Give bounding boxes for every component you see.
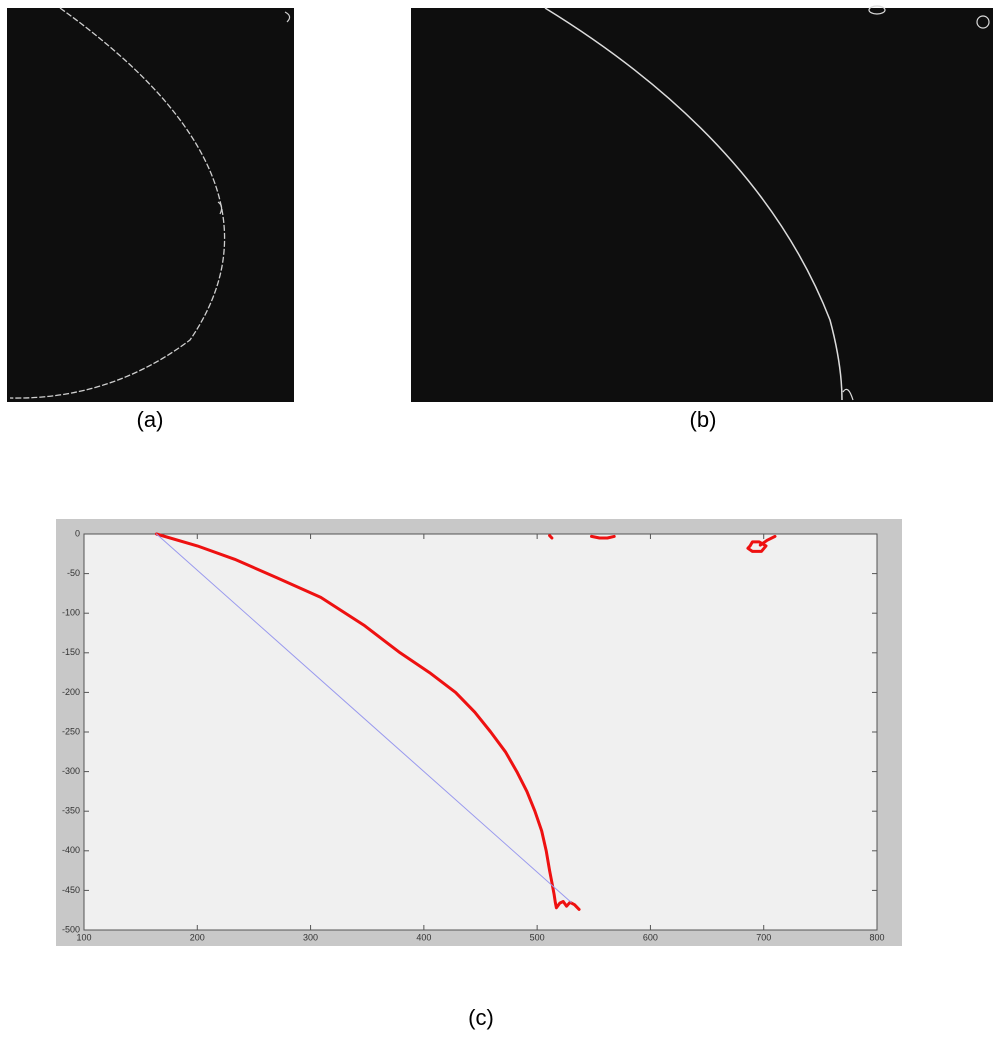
x-tick-label: 200 <box>190 932 205 942</box>
caption: (c) <box>468 1005 494 1030</box>
page: {"captions": ["(a)", "(b)", "(c)"], "cha… <box>0 0 993 1039</box>
y-tick-label: -500 <box>62 924 80 934</box>
y-tick-label: -400 <box>62 845 80 855</box>
x-tick-label: 800 <box>869 932 884 942</box>
plot-area <box>84 534 877 930</box>
y-tick-label: -300 <box>62 766 80 776</box>
edge-image-b <box>411 8 993 402</box>
figure: (a) (b) (c) 1002003004005006007008000-50… <box>0 0 993 1039</box>
x-tick-label: 300 <box>303 932 318 942</box>
y-tick-label: -100 <box>62 608 80 618</box>
y-tick-label: -250 <box>62 726 80 736</box>
caption: (b) <box>690 407 717 432</box>
y-tick-label: -50 <box>67 568 80 578</box>
edge-image-a <box>7 8 294 402</box>
x-tick-label: 500 <box>530 932 545 942</box>
y-tick-label: -450 <box>62 885 80 895</box>
y-tick-label: 0 <box>75 528 80 538</box>
x-tick-label: 700 <box>756 932 771 942</box>
y-tick-label: -150 <box>62 647 80 657</box>
y-tick-label: -200 <box>62 687 80 697</box>
x-tick-label: 400 <box>416 932 431 942</box>
y-tick-label: -350 <box>62 806 80 816</box>
caption: (a) <box>137 407 164 432</box>
x-tick-label: 600 <box>643 932 658 942</box>
